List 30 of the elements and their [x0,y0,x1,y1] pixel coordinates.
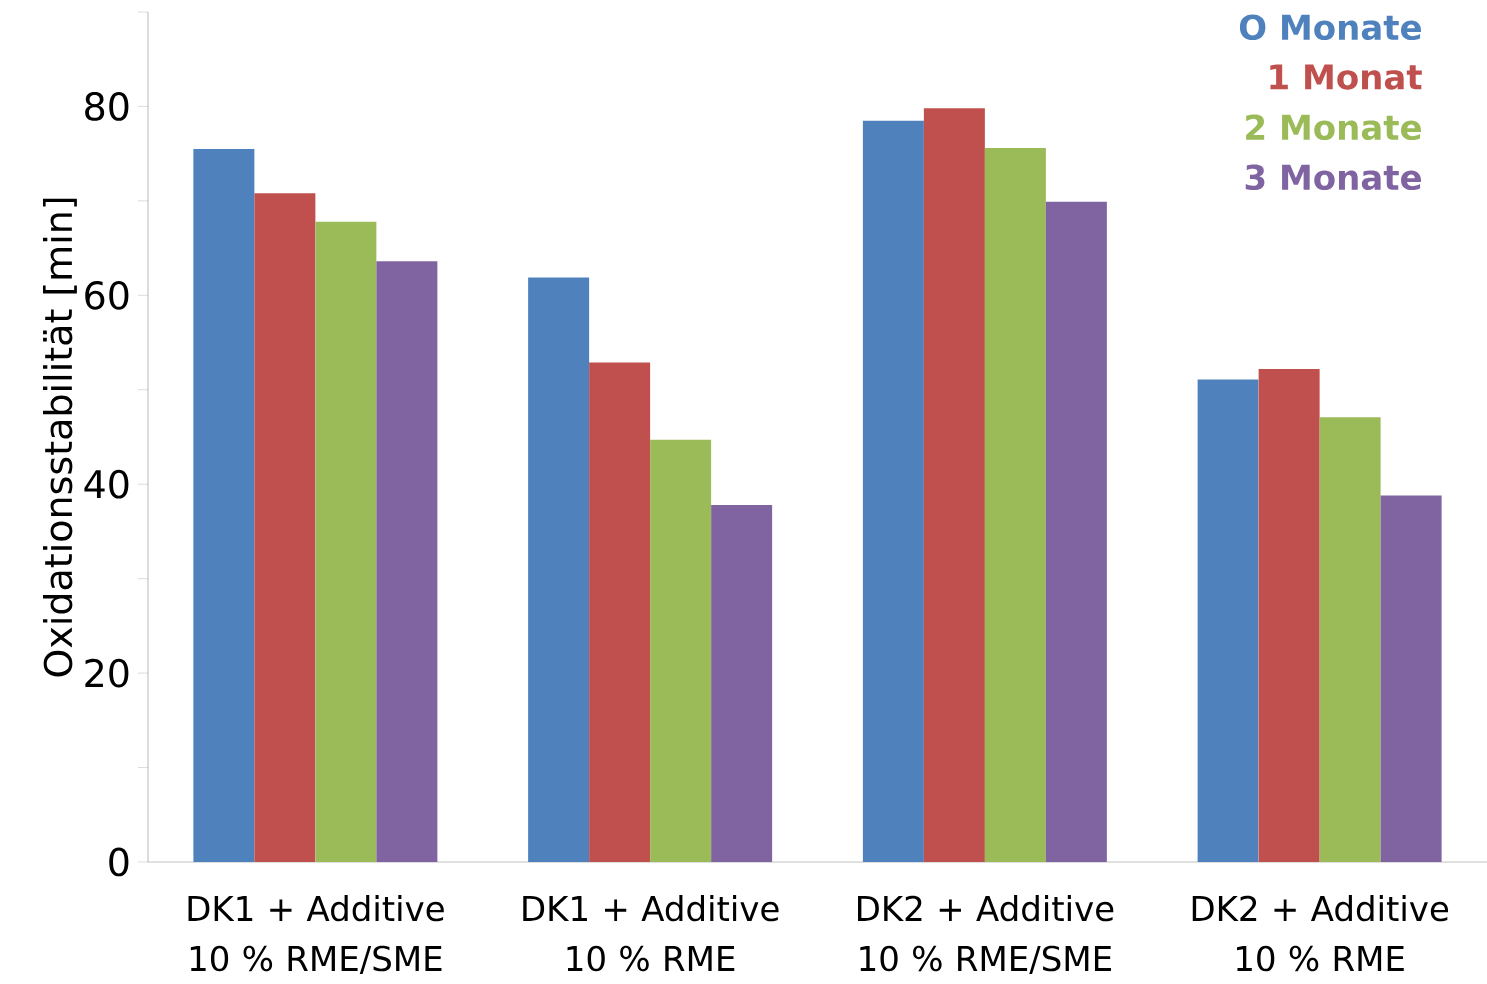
y-tick-label: 80 [85,92,129,121]
bar [862,120,924,862]
y-axis-title: Oxidationsstabilität [min] [42,198,77,677]
y-tick-label: 20 [85,658,129,688]
text: 2 Monate [1246,114,1421,141]
x-tick-label: DK2 + Additive 10 % RME [1192,895,1449,972]
text: 3 Monate [1245,164,1421,191]
text: O Monate [1239,14,1421,41]
bar [650,439,712,862]
bar [193,148,255,862]
bar [711,504,773,862]
bar [589,362,651,862]
bar [376,261,438,862]
bar [1197,379,1259,862]
bar [315,221,377,862]
y-tick-label: 0 [109,847,129,877]
bar [984,148,1046,862]
bar [254,193,316,862]
text: 1 Monat [1270,64,1422,90]
y-tick-label: 40 [84,469,129,499]
bar [1319,417,1381,862]
bar [1380,495,1442,862]
x-tick-label: DK1 + Additive 10 % RME/SME [188,895,444,975]
bar [1045,201,1107,862]
bar [528,277,590,862]
y-tick-label: 60 [85,280,129,310]
x-tick-label: DK2 + Additive 10 % RME/SME [858,895,1114,975]
bar [1258,368,1320,862]
bar [923,108,985,862]
x-tick-label: DK1 + Additive 10 % RME [523,895,779,972]
